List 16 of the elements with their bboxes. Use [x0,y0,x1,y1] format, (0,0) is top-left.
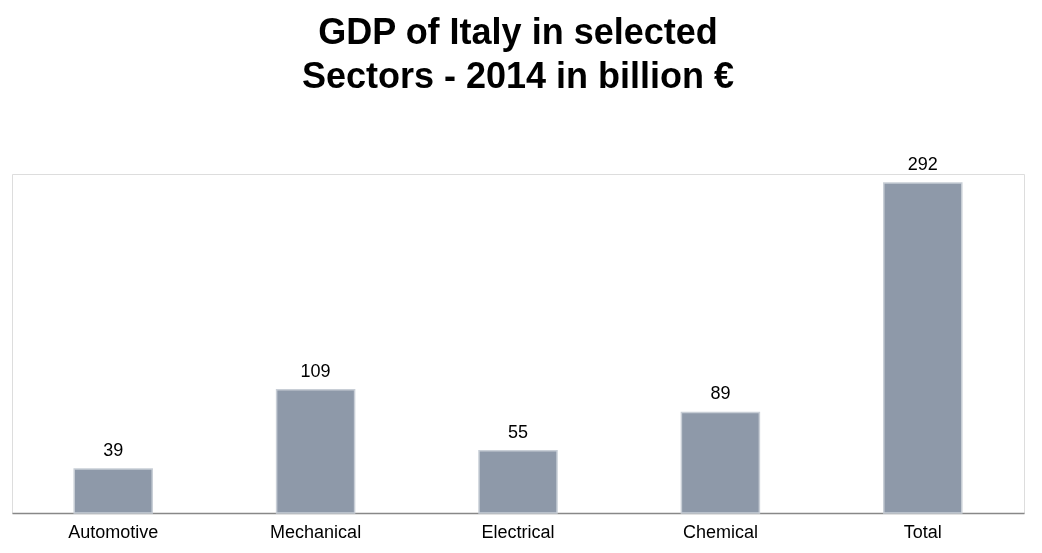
x-tick-label: Mechanical [270,521,362,542]
data-label: 89 [710,383,731,404]
data-label: 55 [507,421,529,442]
x-tick-label: Chemical [682,521,758,542]
data-label: 39 [103,439,124,460]
bar [680,411,761,514]
data-label: 109 [300,360,331,381]
data-label: 292 [907,154,938,175]
bar [478,450,558,514]
bar [275,389,356,514]
x-tick-label: Total [903,521,942,542]
chart-title: GDP of Italy in selected Sectors - 2014 in billion € [301,11,735,97]
bar [883,182,963,514]
x-tick-label: Automotive [68,521,159,542]
bar [73,468,153,514]
x-tick-label: Electrical [481,521,555,542]
